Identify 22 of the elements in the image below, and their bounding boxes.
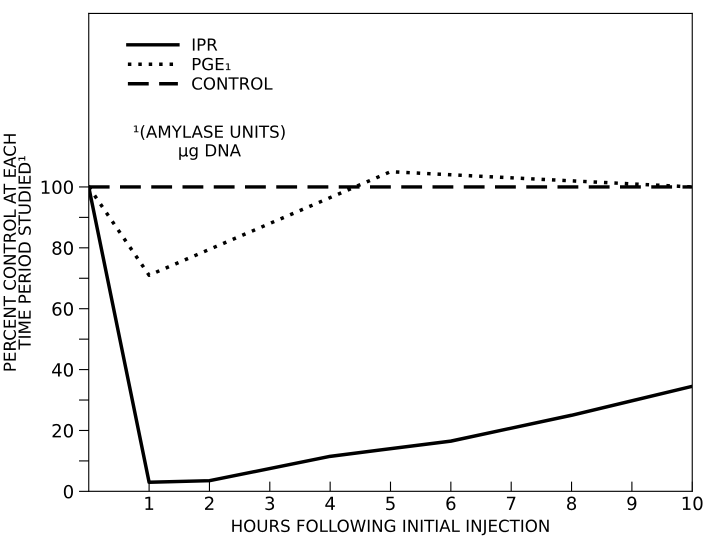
y-tick-label: 100 xyxy=(42,180,73,194)
x-tick-label: 8 xyxy=(567,496,576,510)
x-tick-label: 1 xyxy=(145,496,154,510)
y-tick-label: 0 xyxy=(64,484,73,498)
y-tick-label: 20 xyxy=(52,424,73,438)
x-tick-label: 7 xyxy=(506,496,516,510)
y-tick-label: 80 xyxy=(52,241,73,255)
x-tick-label: 9 xyxy=(627,496,636,510)
legend-label: CONTROL xyxy=(192,77,273,90)
y-tick-label: 40 xyxy=(52,363,73,377)
x-tick-label: 6 xyxy=(446,496,456,510)
x-tick-label: 5 xyxy=(386,496,395,510)
x-tick-label: 2 xyxy=(205,496,214,510)
legend-label: IPR xyxy=(192,38,218,51)
y-tick-label: 60 xyxy=(52,302,73,316)
legend-label: PGE₁ xyxy=(192,58,230,70)
annotation: ¹(AMYLASE UNITS) μg DNA xyxy=(134,125,285,160)
x-tick-label: 10 xyxy=(682,496,703,510)
y-axis-title: PERCENT CONTROL AT EACH TIME PERIOD STUDIED¹ xyxy=(3,134,31,371)
x-tick-label: 4 xyxy=(325,496,335,510)
x-axis-title: HOURS FOLLOWING INITIAL INJECTION xyxy=(232,520,549,536)
x-tick-label: 3 xyxy=(265,496,274,510)
